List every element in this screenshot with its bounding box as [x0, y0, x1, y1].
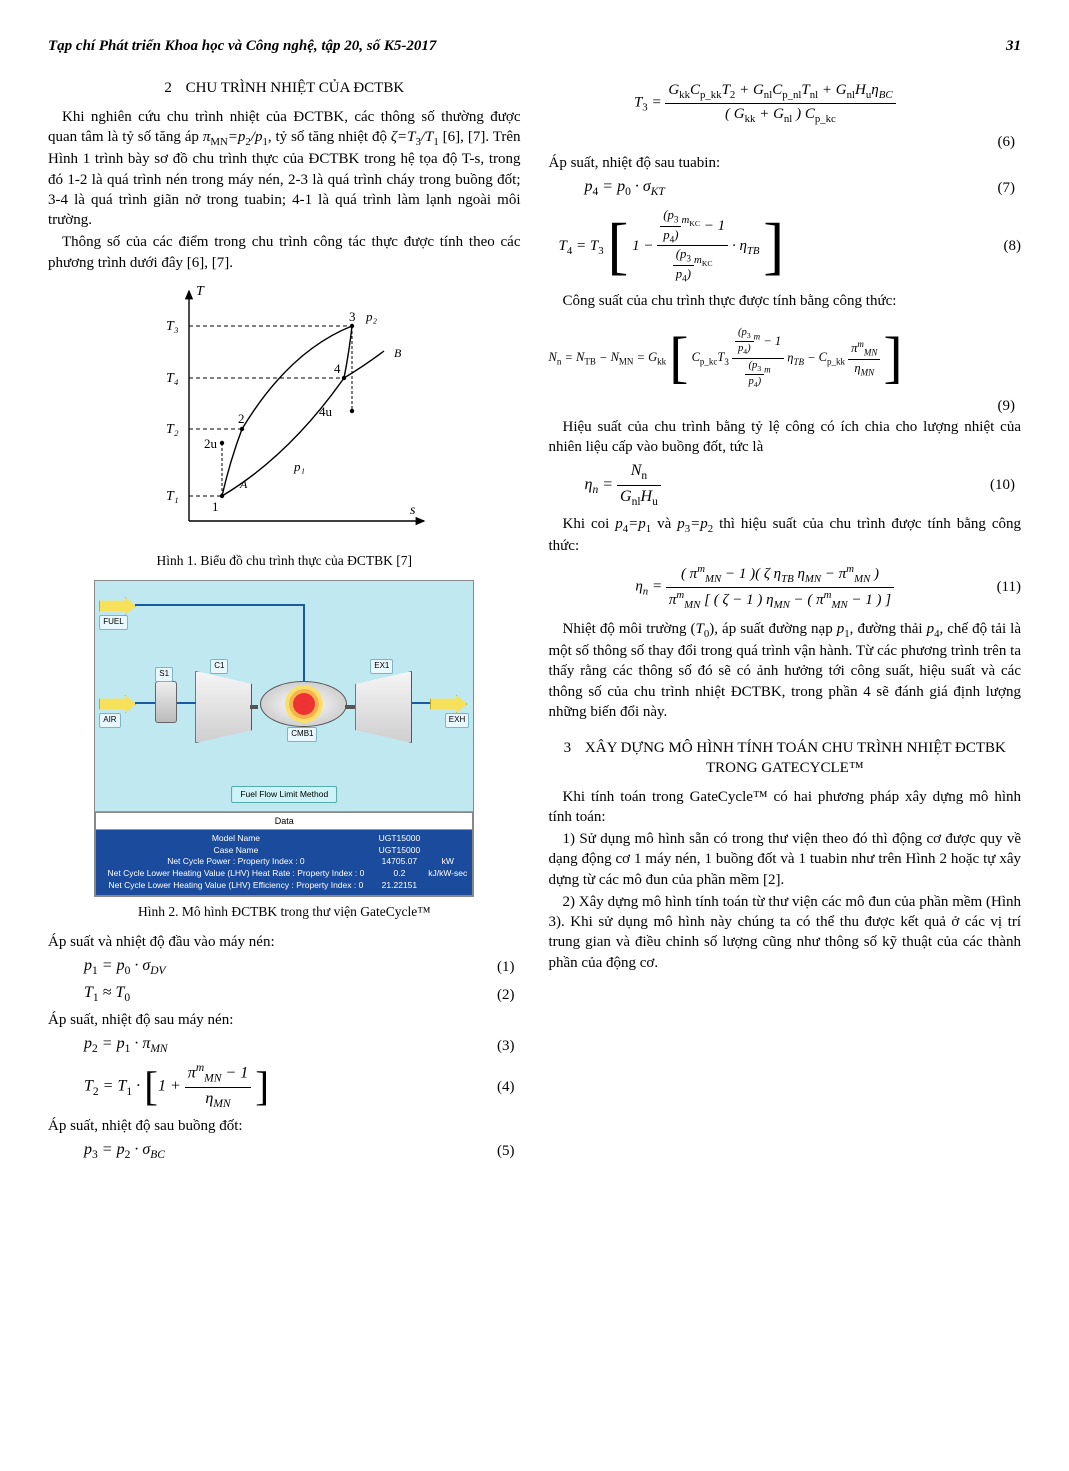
splitter-block [155, 681, 177, 723]
gc-r1a: Model Name [101, 833, 370, 844]
section-2-title: 2 CHU TRÌNH NHIỆT CỦA ĐCTBK [48, 78, 521, 98]
right-column: T3 = GkkCp_kkT2 + GnlCp_nlTnl + GnlHuηBC… [549, 74, 1022, 1167]
gc-r5a: Net Cycle Lower Heating Value (LHV) Effi… [101, 880, 370, 891]
txt-hieusuat: Hiệu suất của chu trình bằng tỷ lệ công … [549, 417, 1022, 458]
svg-text:4u: 4u [319, 404, 333, 419]
svg-text:3: 3 [349, 309, 356, 324]
eq6-num: (6) [549, 132, 1022, 152]
gc-r4a: Net Cycle Lower Heating Value (LHV) Heat… [101, 868, 370, 879]
svg-text:2u: 2u [204, 436, 218, 451]
gc-r2a: Case Name [101, 845, 370, 856]
left-column: 2 CHU TRÌNH NHIỆT CỦA ĐCTBK Khi nghiên c… [48, 74, 521, 1167]
s1-label: S1 [155, 667, 173, 682]
svg-text:A: A [239, 477, 248, 491]
eq-4: T2 = T1 · [1 + πmMN − 1ηMN ] (4) [84, 1061, 521, 1113]
gc-r5b: 21.22151 [379, 880, 421, 891]
eq-3: p2 = p1 · πMN (3) [84, 1033, 521, 1058]
eq-11: ηn = ( πmMN − 1 )( ζ ηTB ηMN − πmMN ) πm… [549, 562, 1022, 612]
figure-2: FUEL AIR S1 C1 CMB1 [48, 580, 521, 897]
svg-text:p₂: p₂ [365, 309, 378, 324]
para-2-1: Khi nghiên cứu chu trình nhiệt của ĐCTBK… [48, 107, 521, 231]
txt-after-eq6: Áp suất, nhiệt độ sau tuabin: [549, 153, 1022, 173]
svg-text:T₂: T₂ [166, 422, 179, 437]
gc-data-table: Data Model Name UGT15000 Case Name UGT1500… [95, 812, 473, 896]
gc-r3b: 14705.07 [379, 856, 421, 867]
combustor-block [260, 681, 347, 727]
section-2-num: 2 [164, 80, 172, 96]
fuel-flow-limit-label: Fuel Flow Limit Method [231, 786, 337, 803]
svg-text:T₃: T₃ [166, 319, 179, 334]
txt-before-eq5: Áp suất, nhiệt độ sau buồng đốt: [48, 1116, 521, 1136]
txt-congsuat: Công suất của chu trình thực được tính b… [549, 291, 1022, 311]
eq-5: p3 = p2 · σBC (5) [84, 1139, 521, 1164]
eq9-num: (9) [549, 396, 1022, 416]
page-number: 31 [1006, 36, 1021, 56]
fuel-label: FUEL [99, 615, 127, 630]
cmb1-label: CMB1 [287, 727, 317, 742]
gc-r4c: kJ/kW-sec [428, 868, 467, 879]
para-3-1: Khi tính toán trong GateCycle™ có hai ph… [549, 787, 1022, 828]
eq-8: T4 = T3 [ 1 − (p3p4)mKC − 1 (p3p4)mKC · … [549, 207, 1022, 286]
para-3-2: 1) Sử dụng mô hình sẵn có trong thư viện… [549, 829, 1022, 890]
eq-10: ηn = NnGnlHu (10) [585, 460, 1022, 510]
axis-s-label: s [410, 503, 416, 518]
svg-text:1: 1 [212, 499, 219, 514]
exh-label: EXH [445, 713, 469, 728]
gc-r4b: 0.2 [379, 868, 421, 879]
ts-diagram-svg: T s T₃ T₄ T₂ T₁ [134, 281, 434, 546]
txt-before-eq3: Áp suất, nhiệt độ sau máy nén: [48, 1010, 521, 1030]
txt-khicon: Khi coi p4=p1 và p3=p2 thì hiệu suất của… [549, 514, 1022, 557]
axis-T-label: T [196, 284, 205, 299]
journal-title: Tạp chí Phát triển Khoa học và Công nghệ… [48, 36, 436, 56]
fig2-caption: Hình 2. Mô hình ĐCTBK trong thư viện Gat… [48, 903, 521, 921]
section-3-num: 3 [564, 740, 572, 756]
section-3-text: XÂY DỰNG MÔ HÌNH TÍNH TOÁN CHU TRÌNH NHI… [585, 740, 1006, 776]
eq-6: T3 = GkkCp_kkT2 + GnlCp_nlTnl + GnlHuηBC… [549, 80, 1022, 126]
eq-9: Nn = NTB − NMN = Gkk [ Cp_kcT3 (p3p4)m −… [549, 326, 1022, 391]
fig1-caption: Hình 1. Biểu đồ chu trình thực của ĐCTBK… [48, 552, 521, 570]
figure-1: T s T₃ T₄ T₂ T₁ [48, 281, 521, 546]
para-2-2: Thông số của các điểm trong chu trình cô… [48, 232, 521, 273]
exhaust-arrow [430, 695, 467, 713]
eq-1: p1 = p0 · σDV (1) [84, 955, 521, 980]
section-3-title: 3 XÂY DỰNG MÔ HÌNH TÍNH TOÁN CHU TRÌNH N… [549, 738, 1022, 779]
txt-nhietdo-para: Nhiệt độ môi trường (T0), áp suất đường … [549, 619, 1022, 723]
ex1-label: EX1 [370, 659, 393, 674]
gc-r3c: kW [428, 856, 467, 867]
air-in-arrow [99, 695, 136, 713]
eq-7: p4 = p0 · σKT (7) [585, 176, 1022, 201]
eq-2: T1 ≈ T0 (2) [84, 982, 521, 1007]
gc-r2b: UGT15000 [379, 845, 421, 856]
turbine-block [355, 671, 412, 743]
svg-text:B: B [394, 346, 402, 360]
c1-label: C1 [210, 659, 228, 674]
svg-text:4: 4 [334, 361, 341, 376]
svg-text:2: 2 [238, 411, 245, 426]
svg-text:p₁: p₁ [293, 459, 305, 474]
air-label: AIR [99, 713, 120, 728]
svg-text:T₁: T₁ [166, 489, 179, 504]
section-2-text: CHU TRÌNH NHIỆT CỦA ĐCTBK [186, 80, 405, 96]
para-3-3: 2) Xây dựng mô hình tính toán từ thư việ… [549, 892, 1022, 973]
gc-data-title: Data [96, 813, 472, 830]
svg-text:T₄: T₄ [166, 371, 179, 386]
txt-before-eq1: Áp suất và nhiệt độ đầu vào máy nén: [48, 932, 521, 952]
fuel-in-arrow [99, 597, 136, 615]
gc-r1b: UGT15000 [379, 833, 421, 844]
compressor-block [195, 671, 252, 743]
gc-r3a: Net Cycle Power : Property Index : 0 [101, 856, 370, 867]
